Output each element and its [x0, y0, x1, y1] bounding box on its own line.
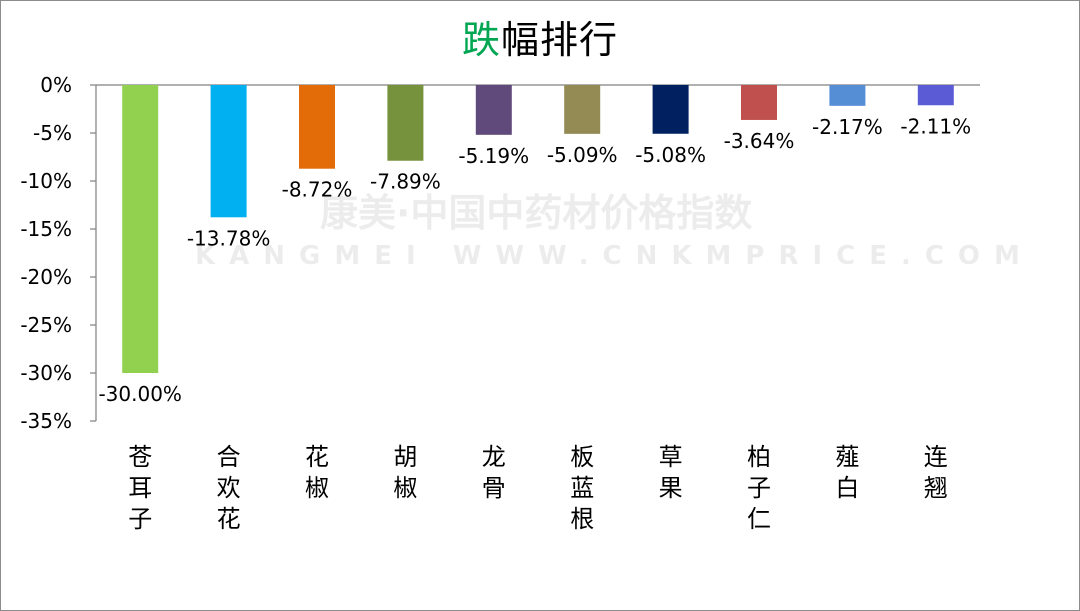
bar	[652, 85, 689, 134]
bar	[387, 85, 424, 161]
bars	[122, 85, 954, 373]
watermark-main-text: 康美·中国中药材价格指数	[320, 191, 752, 235]
category-label: 合欢花	[217, 443, 241, 533]
data-label: -2.17%	[812, 115, 883, 139]
axes: 0% -5% -10% -15% -20% -25% -30% -35%	[20, 73, 980, 433]
data-label: -13.78%	[187, 226, 270, 250]
watermark: 康美·中国中药材价格指数 KANGMEI WWW.CNKMPRICE.COM	[195, 191, 1034, 271]
y-tick-label: -15%	[20, 217, 72, 241]
data-label: -2.11%	[900, 114, 971, 138]
bar	[564, 85, 601, 134]
data-label: -7.89%	[370, 170, 441, 194]
category-label: 花椒	[305, 443, 329, 502]
y-tick-label: -10%	[20, 169, 72, 193]
category-label: 龙骨	[482, 443, 506, 502]
category-label: 板蓝根	[570, 443, 594, 533]
bar	[475, 85, 512, 135]
bar	[299, 85, 335, 169]
data-label: -8.72%	[282, 178, 353, 202]
chart-title-rest: 幅排行	[501, 18, 619, 62]
data-label: -5.09%	[547, 143, 618, 167]
data-labels: -30.00% -13.78% -8.72% -7.89% -5.19% -5.09% -5…	[98, 114, 971, 406]
y-tick-label: -30%	[20, 361, 72, 385]
bar	[122, 85, 159, 373]
y-tick-label: -35%	[20, 409, 72, 433]
category-label: 胡椒	[393, 443, 417, 502]
bar	[741, 85, 777, 120]
chart-title: 跌幅排行	[0, 14, 1080, 66]
category-label: 苍耳子	[128, 443, 152, 533]
category-label: 柏子仁	[747, 443, 771, 533]
data-label: -5.19%	[458, 144, 529, 168]
category-labels: 苍耳子 合欢花 花椒 胡椒 龙骨 板蓝根 草果 柏子仁 薤白 连翘	[128, 443, 948, 533]
chart-title-highlight: 跌	[461, 18, 501, 62]
category-label: 连翘	[924, 443, 948, 502]
data-label: -30.00%	[98, 382, 181, 406]
category-label: 草果	[659, 443, 683, 502]
bar	[829, 85, 866, 106]
category-label: 薤白	[835, 443, 859, 502]
watermark-sub-text: KANGMEI WWW.CNKMPRICE.COM	[195, 241, 1034, 271]
data-label: -3.64%	[724, 129, 795, 153]
y-tick-label: 0%	[40, 73, 72, 97]
bar	[210, 85, 247, 218]
data-label: -5.08%	[635, 143, 706, 167]
y-tick-label: -5%	[33, 121, 72, 145]
y-tick-label: -25%	[20, 313, 72, 337]
y-tick-label: -20%	[20, 265, 72, 289]
bar	[917, 85, 954, 106]
